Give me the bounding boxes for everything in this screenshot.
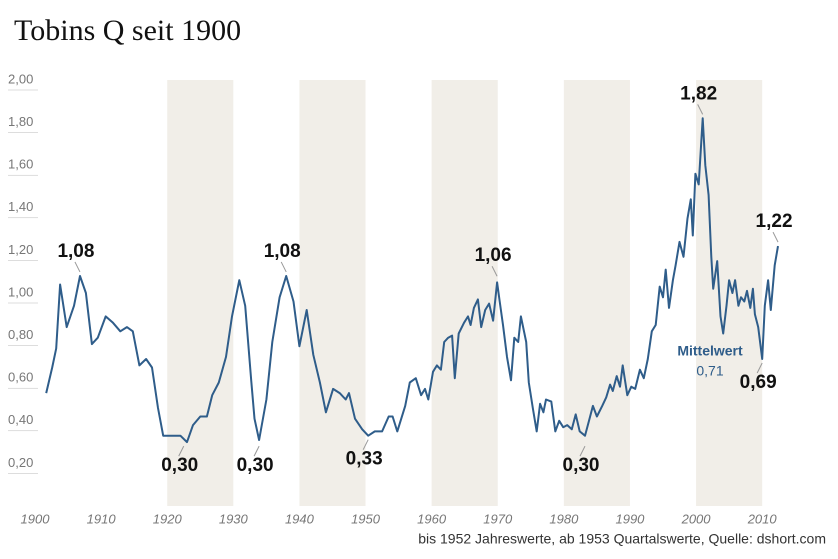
annotation-pointer <box>756 362 763 374</box>
x-tick-label: 1950 <box>351 511 381 526</box>
x-tick-label: 1980 <box>549 511 579 526</box>
y-tick-label: 1,60 <box>8 157 33 172</box>
x-tick-label: 1940 <box>285 511 315 526</box>
mean-label: Mittelwert <box>677 343 743 359</box>
y-tick-label: 1,00 <box>8 284 33 299</box>
x-tick-label: 1970 <box>483 511 513 526</box>
y-tick-label: 1,20 <box>8 242 33 257</box>
annotation-pointer <box>579 445 586 457</box>
x-tick-label: 1900 <box>21 511 51 526</box>
annotation: 0,30 <box>161 455 198 476</box>
y-tick-label: 0,40 <box>8 412 33 427</box>
annotation: 0,30 <box>563 455 600 476</box>
y-tick-label: 1,40 <box>8 199 33 214</box>
annotation: 0,69 <box>740 372 777 393</box>
y-tick-label: 0,20 <box>8 455 33 470</box>
annotation: 1,82 <box>680 83 717 104</box>
decade-band <box>167 80 234 506</box>
x-tick-label: 1930 <box>219 511 249 526</box>
annotation: 0,33 <box>346 449 383 470</box>
annotation: 1,08 <box>57 241 94 262</box>
decade-band <box>563 80 630 506</box>
x-tick-label: 1990 <box>615 511 645 526</box>
annotation-pointer <box>697 104 704 115</box>
annotation: 1,22 <box>756 211 793 232</box>
annotation-pointer <box>491 265 498 277</box>
q-line <box>45 117 779 444</box>
y-tick-label: 0,80 <box>8 327 33 342</box>
annotation-pointer <box>362 439 369 450</box>
mean-value: 0,71 <box>696 363 723 379</box>
annotation-pointer <box>772 231 779 243</box>
annotation-pointer <box>74 261 81 273</box>
x-tick-label: 1910 <box>87 511 117 526</box>
annotation-pointer <box>178 445 185 457</box>
annotation: 1,06 <box>475 245 512 266</box>
x-tick-label: 1960 <box>417 511 447 526</box>
decade-band <box>696 80 763 506</box>
x-tick-label: 2010 <box>747 511 778 526</box>
y-tick-label: 2,00 <box>8 71 33 86</box>
annotation-pointer <box>280 261 287 273</box>
annotation: 0,30 <box>237 455 274 476</box>
annotation-pointer <box>253 445 260 457</box>
decade-band <box>431 80 498 506</box>
y-tick-label: 1,80 <box>8 114 33 129</box>
chart-title: Tobins Q seit 1900 <box>14 14 241 47</box>
x-tick-label: 1920 <box>153 511 183 526</box>
annotation: 1,08 <box>264 241 301 262</box>
y-tick-label: 0,60 <box>8 370 33 385</box>
decade-band <box>299 80 366 506</box>
x-tick-label: 2000 <box>681 511 712 526</box>
footnote: bis 1952 Jahreswerte, ab 1953 Quartalswe… <box>418 531 826 547</box>
